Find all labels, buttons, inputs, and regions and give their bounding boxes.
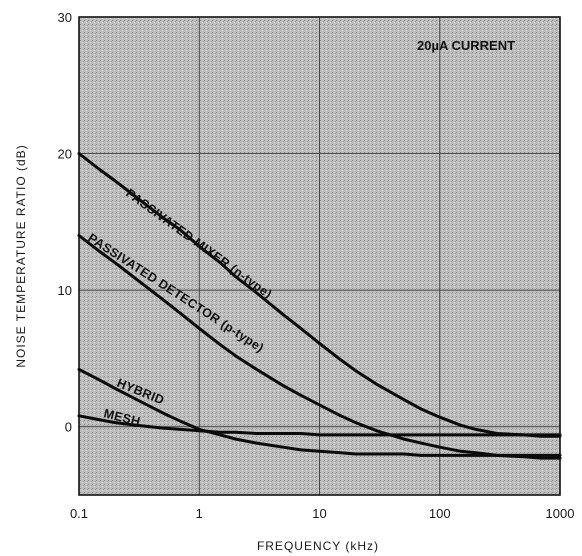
y-tick-label-3: 30 bbox=[58, 10, 72, 25]
series-line-passivated-mixer bbox=[77, 152, 562, 438]
x-tick-label-0: 0.1 bbox=[70, 506, 88, 521]
x-tick-label-4: 1000 bbox=[546, 506, 575, 521]
tick-labels: 0.1 1 10 100 1000 0 10 20 30 bbox=[58, 10, 575, 521]
x-tick-label-1: 1 bbox=[196, 506, 203, 521]
y-tick-label-2: 20 bbox=[58, 147, 72, 162]
plot-frame bbox=[78, 16, 561, 496]
y-tick-label-1: 10 bbox=[58, 283, 72, 298]
series-line-hybrid bbox=[77, 367, 562, 457]
y-tick-label-0: 0 bbox=[65, 420, 72, 435]
x-tick-label-2: 10 bbox=[312, 506, 326, 521]
series-layer bbox=[77, 152, 562, 460]
series-line-mesh bbox=[77, 414, 562, 437]
y-axis-title: NOISE TEMPERATURE RATIO (dB) bbox=[14, 144, 28, 367]
annotation-current: 20µA CURRENT bbox=[417, 38, 515, 53]
x-axis-title: FREQUENCY (kHz) bbox=[257, 539, 379, 553]
series-line-passivated-detector bbox=[77, 234, 562, 460]
x-tick-label-3: 100 bbox=[429, 506, 451, 521]
